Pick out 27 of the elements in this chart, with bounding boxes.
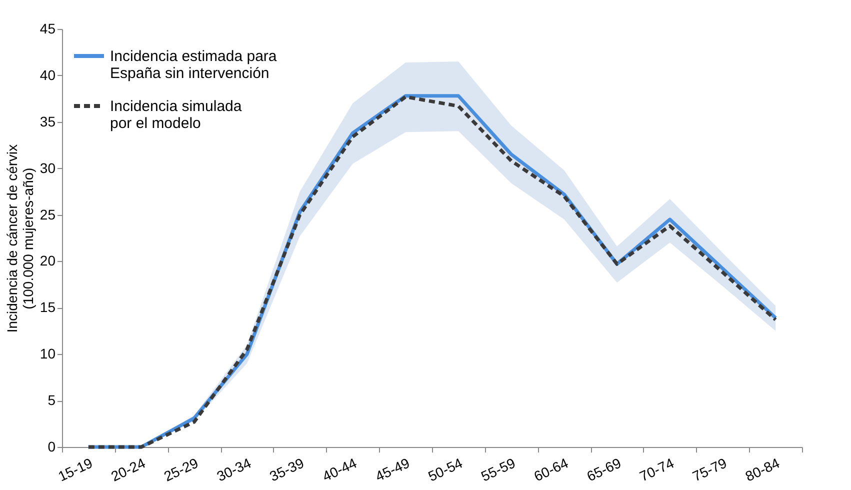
x-tick-label: 55-59 xyxy=(478,454,518,484)
x-tick-label: 25-29 xyxy=(161,454,201,484)
y-tick-label: 25 xyxy=(40,206,56,222)
y-tick-label: 20 xyxy=(40,252,56,269)
y-tick-label: 35 xyxy=(40,113,56,130)
y-tick-label: 0 xyxy=(48,438,56,454)
legend-label: Incidencia simulada por el modelo xyxy=(110,98,242,132)
y-tick-label: 30 xyxy=(40,160,56,176)
x-tick-label: 60-64 xyxy=(531,454,571,484)
x-tick-label: 45-49 xyxy=(372,454,412,484)
x-tick-label: 40-44 xyxy=(320,454,360,484)
x-tick-label: 30-34 xyxy=(214,454,254,484)
y-tick-label: 45 xyxy=(40,20,56,36)
y-tick-label: 5 xyxy=(48,392,56,408)
x-tick-label: 75-79 xyxy=(690,454,730,484)
legend-label: Incidencia estimada para España sin intervención xyxy=(110,48,278,82)
x-tick-label: 15-19 xyxy=(56,454,96,484)
x-tick-label: 70-74 xyxy=(637,454,676,484)
y-tick-label: 15 xyxy=(40,299,56,316)
x-tick-label: 65-69 xyxy=(584,454,624,484)
y-tick-label: 10 xyxy=(40,346,56,362)
x-tick-label: 50-54 xyxy=(426,454,466,484)
y-axis-title: Incidencia de cáncer de cérvix (100.000 mujeres-año) xyxy=(4,144,36,333)
y-tick-label: 40 xyxy=(40,66,56,83)
x-tick-label: 80-84 xyxy=(742,454,782,484)
x-tick-label: 20-24 xyxy=(108,454,148,484)
x-tick-label: 35-39 xyxy=(267,454,306,484)
